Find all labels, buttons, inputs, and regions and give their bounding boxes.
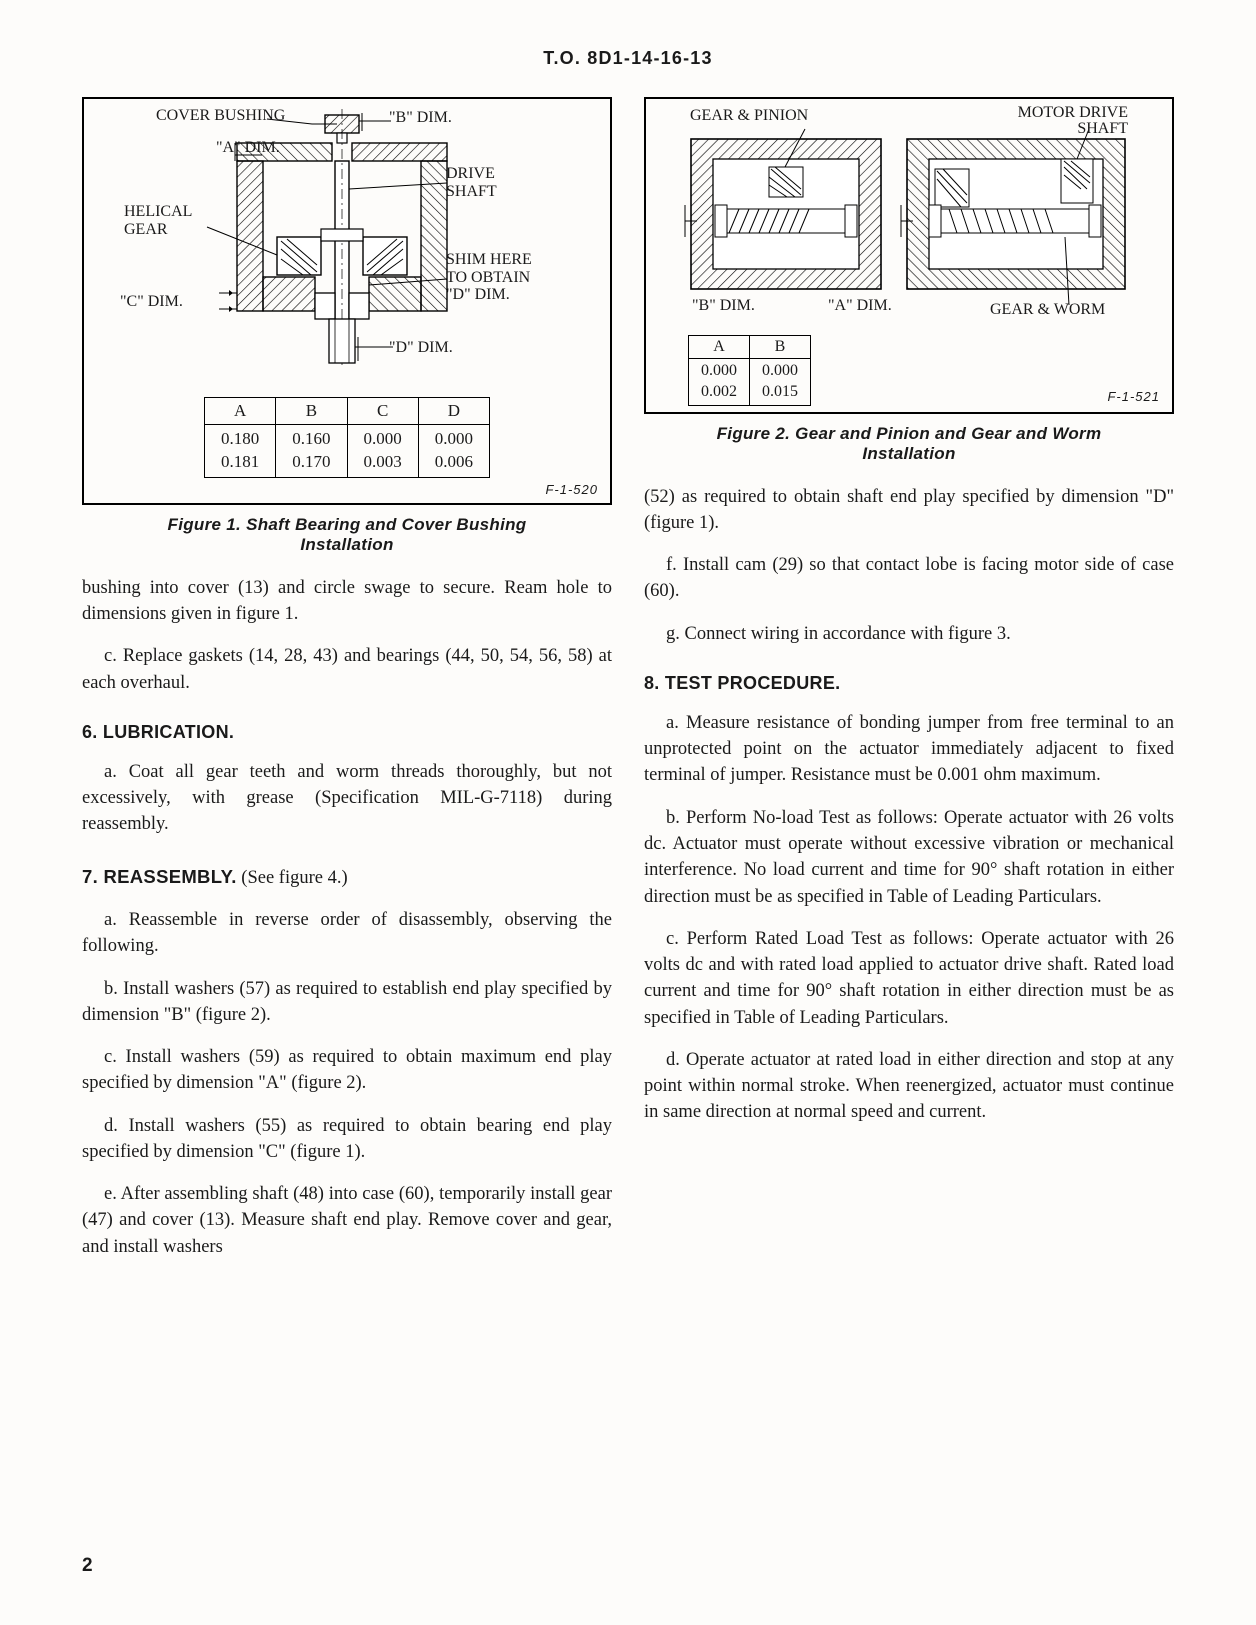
label-motor-drive-shaft: MOTOR DRIVESHAFT (1008, 105, 1128, 137)
para-7f: f. Install cam (29) so that contact lobe… (644, 552, 1174, 605)
th-a2: A (689, 336, 750, 359)
section-7-prefix: 7. REASSEMBLY. (82, 866, 237, 887)
figure-2-svg (658, 109, 1160, 329)
figure-2-box: GEAR & PINION MOTOR DRIVESHAFT "B" DIM. … (644, 97, 1174, 414)
para-7e-cont: (52) as required to obtain shaft end pla… (644, 484, 1174, 537)
para-5c: c. Replace gaskets (14, 28, 43) and bear… (82, 643, 612, 696)
label-a-dim-2: "A" DIM. (828, 297, 892, 315)
label-drive-shaft: DRIVESHAFT (446, 165, 497, 200)
label-b-dim-2: "B" DIM. (692, 297, 755, 315)
para-7c: c. Install washers (59) as required to o… (82, 1044, 612, 1097)
label-a-dim: "A" DIM. (216, 139, 280, 157)
para-7d: d. Install washers (55) as required to o… (82, 1113, 612, 1166)
label-helical-gear: HELICALGEAR (124, 203, 192, 238)
figure-2-caption: Figure 2. Gear and Pinion and Gear and W… (644, 424, 1174, 464)
para-7a: a. Reassemble in reverse order of disass… (82, 907, 612, 960)
td: 0.0000.006 (418, 425, 489, 478)
figure-1-ref: F-1-520 (96, 482, 598, 497)
label-gear-worm: GEAR & WORM (990, 301, 1105, 319)
page-number: 2 (82, 1555, 93, 1577)
td: 0.0000.003 (347, 425, 418, 478)
tech-order-header: T.O. 8D1-14-16-13 (82, 48, 1174, 69)
section-7-rest: (See figure 4.) (237, 868, 348, 888)
th-b: B (276, 398, 347, 425)
label-d-dim: "D" DIM. (389, 339, 453, 357)
td: 0.1600.170 (276, 425, 347, 478)
th-c: C (347, 398, 418, 425)
label-gear-pinion: GEAR & PINION (690, 107, 808, 125)
para-7g: g. Connect wiring in accordance with fig… (644, 621, 1174, 647)
section-8-heading: 8. TEST PROCEDURE. (644, 673, 1174, 694)
para-8a: a. Measure resistance of bonding jumper … (644, 710, 1174, 789)
para-7e: e. After assembling shaft (48) into case… (82, 1181, 612, 1260)
para-8d: d. Operate actuator at rated load in eit… (644, 1047, 1174, 1126)
figure-2-ref: F-1-521 (811, 389, 1160, 406)
figure-1-diagram: COVER BUSHING "B" DIM. "A" DIM. DRIVESHA… (96, 109, 598, 389)
left-column: COVER BUSHING "B" DIM. "A" DIM. DRIVESHA… (82, 97, 612, 1276)
figure-2-diagram: GEAR & PINION MOTOR DRIVESHAFT "B" DIM. … (658, 109, 1160, 329)
figure-2-table: A B 0.0000.002 0.0000.015 (688, 335, 811, 406)
td: 0.0000.002 (689, 359, 750, 406)
th-d: D (418, 398, 489, 425)
para-8c: c. Perform Rated Load Test as follows: O… (644, 926, 1174, 1031)
para-7b: b. Install washers (57) as required to e… (82, 976, 612, 1029)
label-cover-bushing: COVER BUSHING (156, 107, 285, 125)
section-6-heading: 6. LUBRICATION. (82, 722, 612, 743)
para-6a: a. Coat all gear teeth and worm threads … (82, 759, 612, 838)
th-b2: B (750, 336, 811, 359)
right-column: GEAR & PINION MOTOR DRIVESHAFT "B" DIM. … (644, 97, 1174, 1276)
label-shim: SHIM HERETO OBTAIN"D" DIM. (446, 251, 566, 304)
th-a: A (205, 398, 276, 425)
para-bushing: bushing into cover (13) and circle swage… (82, 575, 612, 628)
td: 0.1800.181 (205, 425, 276, 478)
td: 0.0000.015 (750, 359, 811, 406)
section-7-heading: 7. REASSEMBLY. (See figure 4.) (82, 864, 612, 891)
figure-1-table: A B C D 0.1800.181 0.1600.170 0.0000.003… (204, 397, 490, 478)
label-c-dim: "C" DIM. (120, 293, 183, 311)
figure-1-box: COVER BUSHING "B" DIM. "A" DIM. DRIVESHA… (82, 97, 612, 505)
label-b-dim: "B" DIM. (389, 109, 452, 127)
figure-1-caption: Figure 1. Shaft Bearing and Cover Bushin… (82, 515, 612, 555)
para-8b: b. Perform No-load Test as follows: Oper… (644, 805, 1174, 910)
figure-1-svg (96, 109, 598, 389)
